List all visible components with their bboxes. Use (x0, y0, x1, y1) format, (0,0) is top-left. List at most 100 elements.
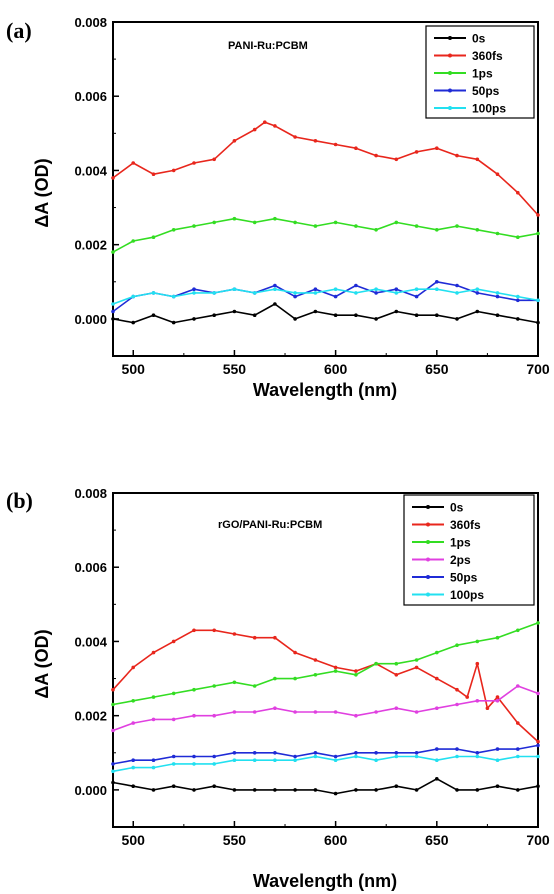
y-axis-title-b: ΔA (OD) (32, 629, 52, 698)
data-point-50ps (414, 751, 419, 755)
data-point-360fs (516, 721, 520, 725)
data-point-100ps (131, 294, 135, 299)
data-point-100ps (475, 754, 480, 759)
data-point-2ps (374, 710, 378, 714)
data-point-50ps (475, 751, 480, 755)
data-point-100ps (171, 294, 176, 299)
data-point-0s (536, 784, 540, 788)
x-tick-label: 700 (526, 832, 550, 848)
data-point-360fs (354, 669, 358, 673)
data-point-0s (131, 784, 135, 788)
data-point-100ps (536, 298, 540, 303)
data-point-1ps (273, 676, 277, 681)
legend-marker-100ps (448, 106, 452, 110)
series-line-0s (112, 303, 539, 324)
data-point-1ps (151, 695, 156, 699)
data-point-0s (475, 788, 480, 792)
data-point-0s (151, 788, 156, 792)
data-point-0s (536, 320, 540, 325)
data-point-0s (374, 788, 378, 792)
legend-marker-50ps (448, 88, 452, 93)
data-point-360fs (212, 157, 216, 162)
data-point-360fs (252, 635, 257, 640)
data-point-360fs (333, 665, 338, 670)
series-line-360fs (112, 121, 539, 216)
data-point-50ps (536, 743, 540, 748)
data-point-50ps (394, 287, 399, 292)
data-point-50ps (131, 758, 135, 762)
data-point-100ps (273, 758, 277, 762)
data-point-0s (293, 788, 297, 792)
data-point-360fs (536, 213, 540, 217)
data-point-360fs (394, 157, 399, 162)
data-point-2ps (495, 699, 500, 703)
y-tick-label: 0.006 (74, 560, 107, 575)
data-point-100ps (414, 287, 419, 292)
legend-marker-0s (448, 36, 452, 40)
series-line-50ps (112, 280, 538, 313)
data-point-100ps (435, 758, 439, 762)
data-point-360fs (435, 676, 439, 681)
series-line-1ps (112, 622, 539, 706)
data-point-1ps (374, 661, 378, 666)
data-point-360fs (495, 172, 500, 176)
data-point-360fs (354, 146, 358, 150)
data-point-50ps (354, 283, 358, 288)
data-point-100ps (212, 762, 216, 766)
data-point-100ps (151, 291, 156, 295)
data-point-360fs (455, 153, 459, 158)
data-point-0s (313, 788, 318, 792)
data-point-360fs (475, 157, 480, 162)
data-point-50ps (111, 309, 115, 314)
data-point-1ps (475, 228, 480, 232)
data-point-360fs (313, 139, 318, 143)
data-point-50ps (333, 754, 338, 759)
legend-label-0s: 0s (472, 32, 486, 46)
data-point-50ps (374, 291, 378, 295)
data-point-1ps (252, 684, 257, 688)
data-point-2ps (171, 717, 176, 722)
series-line-360fs (112, 629, 539, 743)
data-point-1ps (192, 224, 196, 228)
data-point-2ps (192, 713, 196, 718)
panel-label-a: (a) (6, 18, 32, 43)
data-point-1ps (536, 231, 540, 236)
data-point-1ps (516, 628, 520, 633)
data-point-0s (354, 788, 358, 792)
data-point-50ps (516, 298, 520, 303)
data-point-0s (252, 313, 257, 318)
data-point-0s (435, 777, 439, 781)
data-point-100ps (212, 291, 216, 295)
data-point-1ps (232, 216, 237, 221)
data-point-0s (232, 788, 237, 792)
data-point-50ps (435, 280, 439, 284)
series-line-100ps (112, 755, 538, 773)
x-tick-label: 650 (425, 361, 449, 377)
data-point-1ps (354, 224, 358, 228)
data-point-2ps (475, 699, 480, 703)
data-point-2ps (212, 713, 216, 718)
data-point-100ps (131, 765, 135, 770)
x-tick-label: 600 (324, 832, 348, 848)
data-point-360fs (293, 135, 297, 139)
y-tick-label: 0.000 (74, 783, 107, 798)
data-point-360fs (313, 658, 318, 662)
data-point-1ps (536, 621, 540, 625)
series-group-b (111, 621, 540, 796)
legend-marker-360fs (426, 522, 430, 527)
data-point-0s (495, 313, 500, 318)
legend-label-1ps: 1ps (472, 67, 493, 81)
data-point-1ps (495, 231, 500, 236)
data-point-1ps (475, 639, 480, 644)
data-point-360fs (273, 124, 277, 128)
data-point-1ps (313, 673, 318, 677)
data-point-360fs (192, 161, 196, 165)
data-point-50ps (192, 287, 196, 292)
x-tick-label: 500 (122, 361, 146, 377)
data-point-100ps (111, 302, 115, 306)
chart-panel-a: (a) PANI-Ru:PCBM 500 550 600 650 700 0.000 0.0… (6, 15, 550, 400)
panel-label-b: (b) (6, 488, 33, 513)
data-point-360fs (414, 150, 419, 154)
data-point-1ps (111, 250, 115, 254)
data-point-50ps (192, 754, 196, 759)
